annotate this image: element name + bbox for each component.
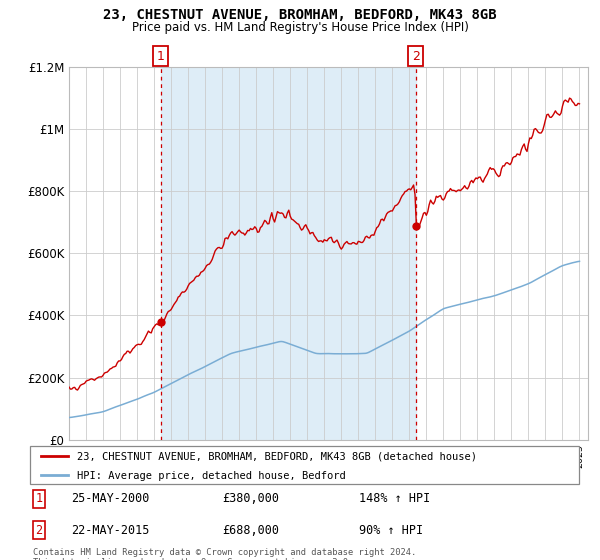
Text: 22-MAY-2015: 22-MAY-2015 xyxy=(71,524,149,537)
Text: £380,000: £380,000 xyxy=(222,492,279,505)
Text: 1: 1 xyxy=(157,50,164,63)
Text: 2: 2 xyxy=(412,50,420,63)
Text: 1: 1 xyxy=(35,492,43,505)
Text: Price paid vs. HM Land Registry's House Price Index (HPI): Price paid vs. HM Land Registry's House … xyxy=(131,21,469,34)
Text: £688,000: £688,000 xyxy=(222,524,279,537)
Bar xyxy=(161,67,416,440)
Text: 25-MAY-2000: 25-MAY-2000 xyxy=(71,492,149,505)
Text: 90% ↑ HPI: 90% ↑ HPI xyxy=(359,524,424,537)
Text: 23, CHESTNUT AVENUE, BROMHAM, BEDFORD, MK43 8GB (detached house): 23, CHESTNUT AVENUE, BROMHAM, BEDFORD, M… xyxy=(77,451,476,461)
Text: 2: 2 xyxy=(35,524,43,537)
Text: HPI: Average price, detached house, Bedford: HPI: Average price, detached house, Bedf… xyxy=(77,470,346,480)
Text: 23, CHESTNUT AVENUE, BROMHAM, BEDFORD, MK43 8GB: 23, CHESTNUT AVENUE, BROMHAM, BEDFORD, M… xyxy=(103,8,497,22)
Text: Contains HM Land Registry data © Crown copyright and database right 2024.
This d: Contains HM Land Registry data © Crown c… xyxy=(33,548,416,560)
Text: 148% ↑ HPI: 148% ↑ HPI xyxy=(359,492,431,505)
FancyBboxPatch shape xyxy=(30,446,579,484)
